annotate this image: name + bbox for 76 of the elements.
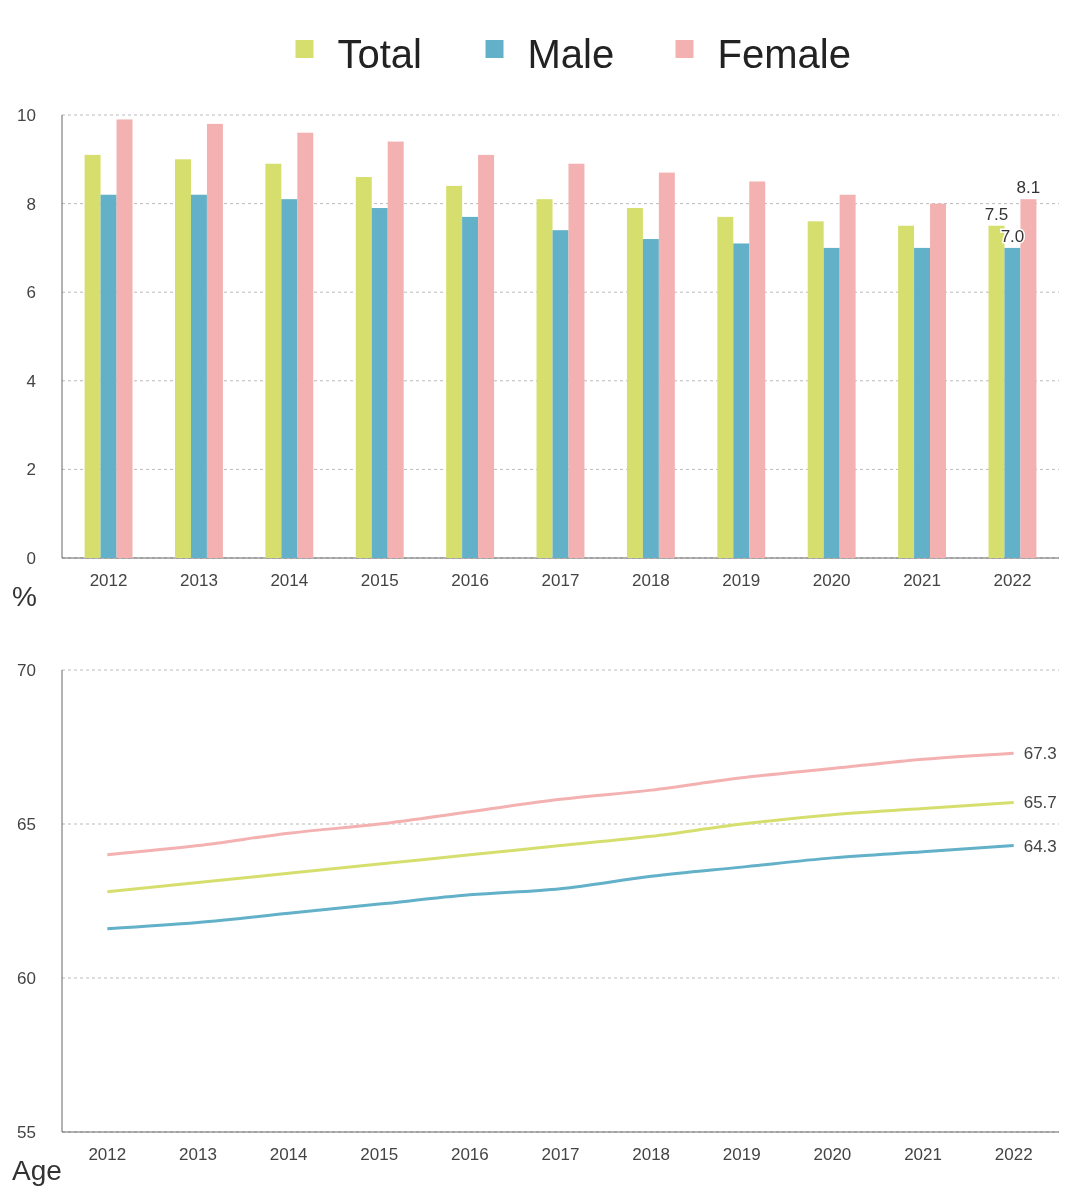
data-label: 8.1	[1016, 178, 1041, 198]
y-axis-title: Age	[12, 1155, 62, 1186]
legend-label: Female	[717, 32, 851, 76]
bar	[297, 132, 314, 558]
x-tick-label: 2012	[88, 1145, 127, 1164]
x-tick-label: 2021	[903, 571, 941, 590]
y-tick-label: 55	[17, 1122, 36, 1142]
x-tick-label: 2017	[541, 1145, 580, 1164]
bar	[446, 185, 463, 558]
line-series	[105, 751, 1016, 857]
y-tick-label: 4	[26, 371, 36, 391]
x-tick-label: 2016	[450, 1145, 489, 1164]
y-tick-label: 6	[26, 283, 36, 303]
bar	[914, 247, 931, 558]
y-tick-label: 65	[17, 814, 36, 834]
x-tick-label: 2018	[632, 1145, 671, 1164]
bar	[371, 208, 388, 558]
legend-label: Male	[527, 32, 615, 76]
x-tick-label: 2022	[993, 571, 1032, 590]
bar	[462, 216, 479, 558]
x-tick-label: 2015	[360, 1145, 399, 1164]
x-tick-label: 2015	[360, 571, 399, 590]
line-series	[105, 844, 1016, 931]
x-tick-label: 2020	[812, 571, 851, 590]
y-axis-title: %	[12, 581, 37, 612]
data-label: 64.3	[1023, 836, 1057, 856]
bar	[536, 199, 553, 558]
x-tick-label: 2017	[541, 571, 580, 590]
bar	[1004, 247, 1021, 558]
data-label: 65.7	[1023, 793, 1057, 813]
bar	[658, 172, 675, 558]
bar	[190, 194, 207, 558]
x-tick-label: 2022	[994, 1145, 1033, 1164]
bar	[898, 225, 915, 558]
data-label: 67.3	[1023, 744, 1057, 764]
legend-label: Total	[337, 32, 422, 76]
bar	[552, 230, 569, 558]
x-tick-label: 2012	[89, 571, 128, 590]
y-tick-label: 0	[26, 548, 36, 568]
line-series	[105, 800, 1016, 894]
bar	[206, 123, 223, 558]
bar	[839, 194, 856, 558]
bar	[355, 177, 372, 558]
x-tick-label: 2020	[813, 1145, 852, 1164]
x-tick-label: 2019	[722, 571, 761, 590]
x-tick-label: 2013	[179, 1145, 217, 1164]
bar	[733, 243, 750, 558]
y-tick-label: 70	[17, 660, 36, 680]
bar	[807, 221, 824, 558]
x-tick-label: 2021	[904, 1145, 942, 1164]
bar	[281, 199, 298, 558]
x-tick-label: 2019	[722, 1145, 761, 1164]
y-tick-label: 10	[17, 105, 36, 125]
x-tick-label: 2013	[180, 571, 218, 590]
bar	[116, 119, 133, 558]
bar	[749, 181, 766, 558]
bar	[84, 154, 101, 558]
y-tick-label: 2	[26, 460, 36, 480]
bar	[930, 203, 947, 558]
bar	[717, 216, 734, 558]
bar	[387, 141, 404, 558]
bar	[823, 247, 840, 558]
x-tick-label: 2014	[270, 571, 309, 590]
bar	[642, 239, 659, 558]
x-tick-label: 2014	[269, 1145, 308, 1164]
bar	[568, 163, 585, 558]
data-label: 7.5	[984, 204, 1009, 224]
bar	[174, 159, 191, 558]
bar	[100, 194, 117, 558]
bar	[265, 163, 282, 558]
y-tick-label: 8	[26, 194, 36, 214]
y-tick-label: 60	[17, 968, 36, 988]
x-tick-label: 2018	[631, 571, 670, 590]
x-tick-label: 2016	[451, 571, 490, 590]
bar	[478, 154, 495, 558]
bar	[626, 208, 643, 558]
